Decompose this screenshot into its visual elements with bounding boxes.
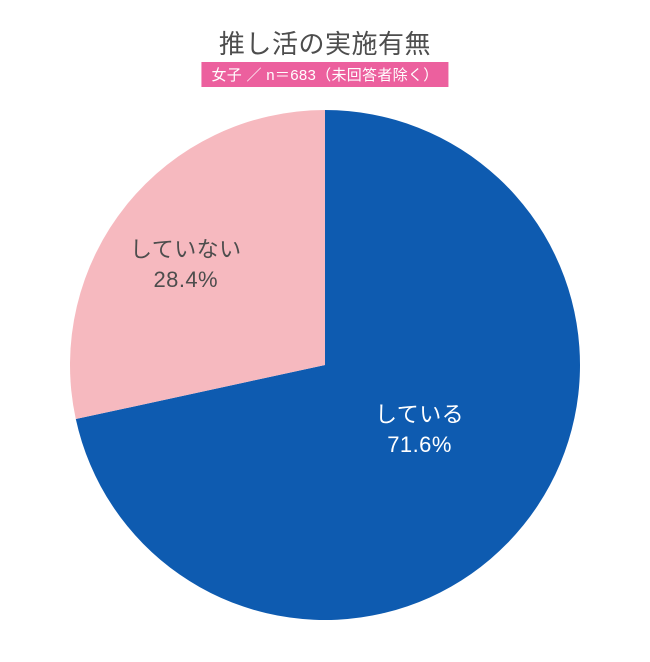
slice-label-1: していない28.4% [130, 235, 242, 294]
slice-label-value-0: 71.6% [375, 430, 464, 460]
chart-title: 推し活の実施有無 [0, 24, 650, 61]
chart-container: 推し活の実施有無 女子 ／ n＝683（未回答者除く） している71.6%してい… [0, 0, 650, 662]
slice-label-value-1: 28.4% [130, 265, 242, 295]
pie-svg [65, 105, 585, 625]
slice-label-text-1: していない [130, 235, 242, 265]
slice-label-0: している71.6% [375, 400, 464, 459]
chart-subtitle: 女子 ／ n＝683（未回答者除く） [201, 62, 448, 87]
pie-chart: している71.6% していない28.4% [65, 105, 585, 625]
slice-label-text-0: している [375, 400, 464, 430]
